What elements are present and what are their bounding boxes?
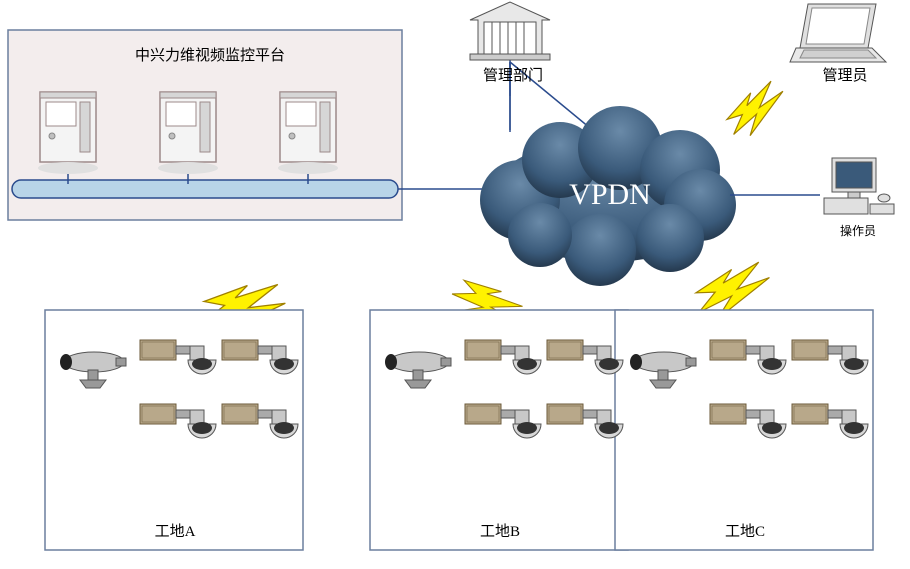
nodes-layer [0,0,910,569]
cloud-label: VPDN [540,178,680,212]
site-c-label: 工地C [710,520,780,541]
building-icon [470,2,550,60]
desktop-icon [824,158,894,214]
mgmt-dept-label: 管理部门 [478,64,548,85]
admin-label: 管理员 [810,64,880,85]
site-a-label: 工地A [140,520,210,541]
laptop-icon [790,4,886,62]
diagram-root: 中兴力维视频监控平台 VPDN 管理部门 管理员 操作员 工地A 工地B 工地C [0,0,910,569]
site-b-label: 工地B [465,520,535,541]
operator-label: 操作员 [828,222,888,239]
platform-title: 中兴力维视频监控平台 [100,44,320,65]
